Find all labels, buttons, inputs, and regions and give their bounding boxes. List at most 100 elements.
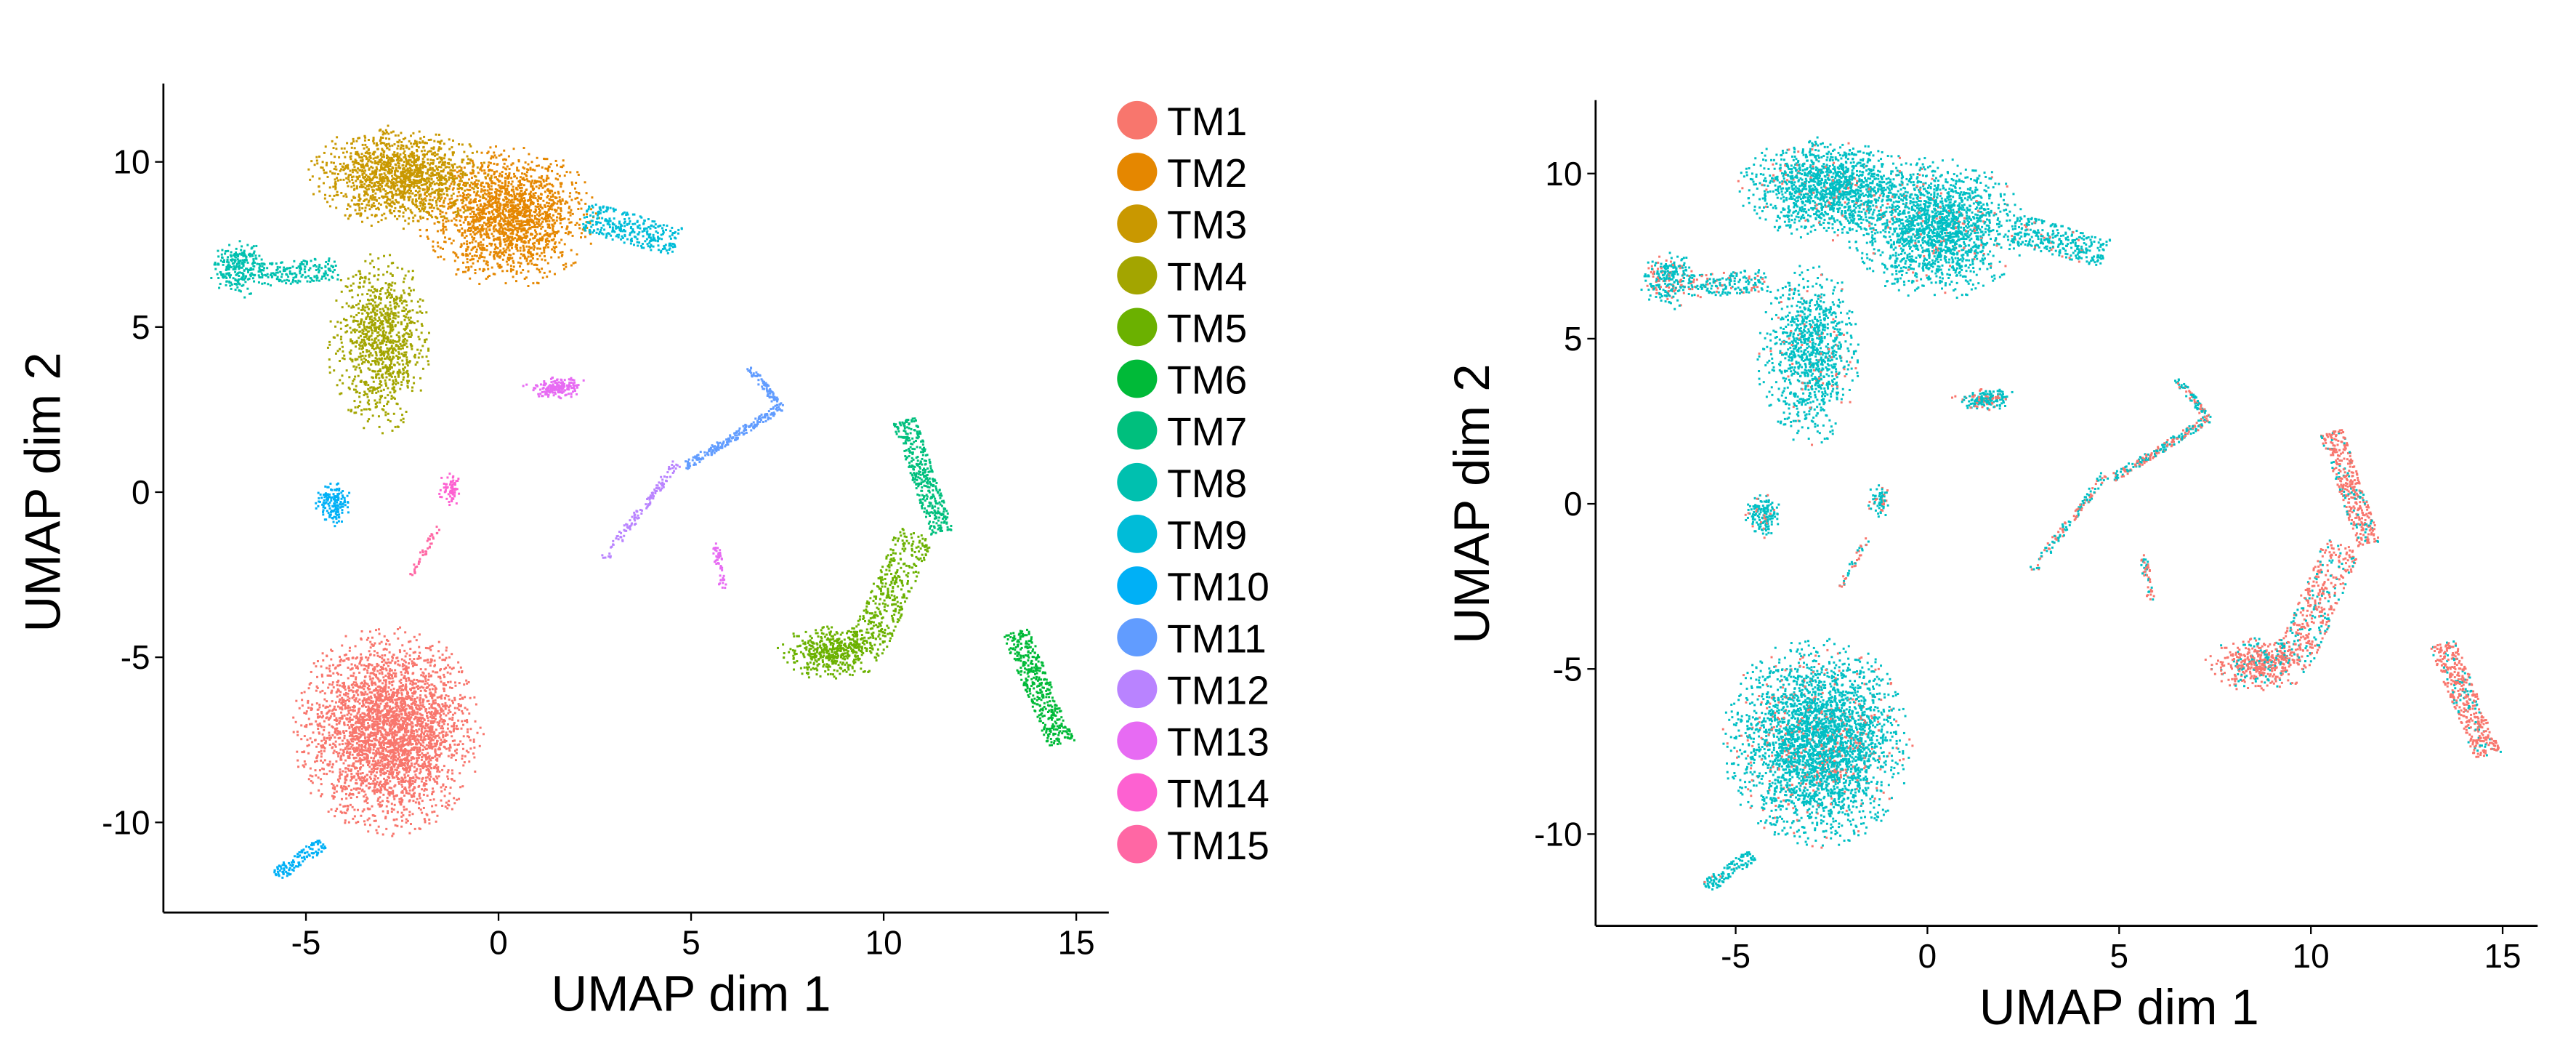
- data-point: [508, 254, 510, 256]
- data-point: [431, 737, 433, 739]
- data-point: [451, 757, 453, 759]
- data-point: [560, 222, 562, 225]
- data-point: [322, 704, 324, 707]
- data-point: [341, 812, 343, 814]
- data-point: [355, 782, 357, 784]
- data-point: [297, 765, 299, 768]
- data-point: [371, 740, 373, 742]
- data-point: [367, 687, 369, 689]
- data-point: [430, 712, 432, 714]
- data-point: [364, 685, 366, 687]
- data-point: [387, 697, 389, 699]
- data-point: [458, 174, 460, 177]
- data-point: [324, 742, 326, 744]
- data-point: [428, 822, 430, 824]
- data-point: [356, 683, 358, 686]
- data-point: [436, 777, 438, 779]
- data-point: [483, 238, 485, 241]
- data-point: [495, 246, 497, 248]
- data-point: [317, 713, 319, 715]
- data-point: [435, 754, 437, 756]
- data-point: [323, 699, 326, 701]
- data-point: [510, 194, 512, 196]
- data-point: [502, 259, 504, 261]
- data-point: [572, 213, 574, 215]
- data-point: [568, 212, 570, 214]
- data-point: [400, 776, 403, 779]
- data-point: [483, 257, 485, 259]
- data-point: [479, 169, 481, 171]
- data-point: [499, 233, 501, 235]
- data-point: [394, 669, 396, 671]
- data-point: [435, 728, 437, 731]
- data-point: [378, 826, 380, 828]
- data-point: [467, 216, 469, 218]
- data-point: [349, 765, 351, 767]
- data-point: [423, 733, 425, 736]
- data-point: [444, 702, 446, 704]
- data-point: [320, 740, 323, 742]
- data-point: [432, 790, 435, 792]
- data-point: [523, 147, 525, 149]
- data-point: [296, 760, 299, 762]
- data-point: [480, 162, 483, 164]
- data-point: [469, 185, 471, 188]
- data-point: [431, 728, 433, 730]
- data-point: [440, 256, 442, 258]
- data-point: [442, 654, 444, 656]
- data-point: [544, 190, 546, 193]
- data-point: [410, 717, 412, 719]
- data-point: [490, 156, 493, 158]
- data-point: [398, 731, 400, 733]
- data-point: [424, 668, 427, 670]
- data-point: [461, 757, 463, 760]
- data-point: [498, 155, 501, 157]
- data-point: [459, 694, 461, 696]
- data-point: [352, 656, 354, 659]
- data-point: [404, 751, 406, 753]
- data-point: [421, 726, 424, 728]
- data-point: [300, 724, 302, 726]
- data-point: [418, 777, 420, 779]
- data-point: [334, 730, 336, 732]
- data-point: [365, 794, 367, 796]
- data-point: [543, 180, 545, 182]
- data-point: [523, 167, 525, 169]
- data-point: [389, 751, 392, 753]
- data-point: [357, 809, 359, 811]
- data-point: [388, 792, 390, 795]
- data-point: [554, 273, 556, 275]
- data-point: [331, 771, 334, 773]
- data-point: [434, 748, 436, 750]
- data-point: [361, 776, 363, 779]
- data-point: [493, 238, 496, 240]
- data-point: [450, 681, 452, 683]
- data-point: [316, 756, 318, 758]
- data-point: [495, 201, 497, 204]
- data-point: [548, 166, 550, 168]
- data-point: [469, 223, 471, 225]
- data-point: [367, 830, 369, 832]
- data-point: [454, 685, 456, 687]
- data-point: [385, 681, 387, 683]
- data-point: [395, 710, 397, 712]
- data-point: [334, 815, 336, 817]
- data-point: [427, 768, 429, 770]
- data-point: [579, 218, 581, 220]
- data-point: [412, 681, 414, 683]
- data-point: [550, 190, 552, 192]
- data-point: [335, 718, 337, 720]
- data-point: [353, 808, 355, 811]
- data-point: [321, 768, 323, 770]
- data-point: [403, 668, 405, 670]
- data-point: [393, 808, 395, 811]
- data-point: [350, 709, 352, 711]
- data-point: [368, 715, 371, 717]
- data-point: [443, 723, 445, 725]
- data-point: [341, 773, 343, 776]
- data-point: [493, 251, 495, 253]
- data-point: [510, 270, 512, 273]
- data-point: [355, 789, 358, 791]
- data-point: [353, 757, 355, 759]
- data-point: [470, 265, 472, 268]
